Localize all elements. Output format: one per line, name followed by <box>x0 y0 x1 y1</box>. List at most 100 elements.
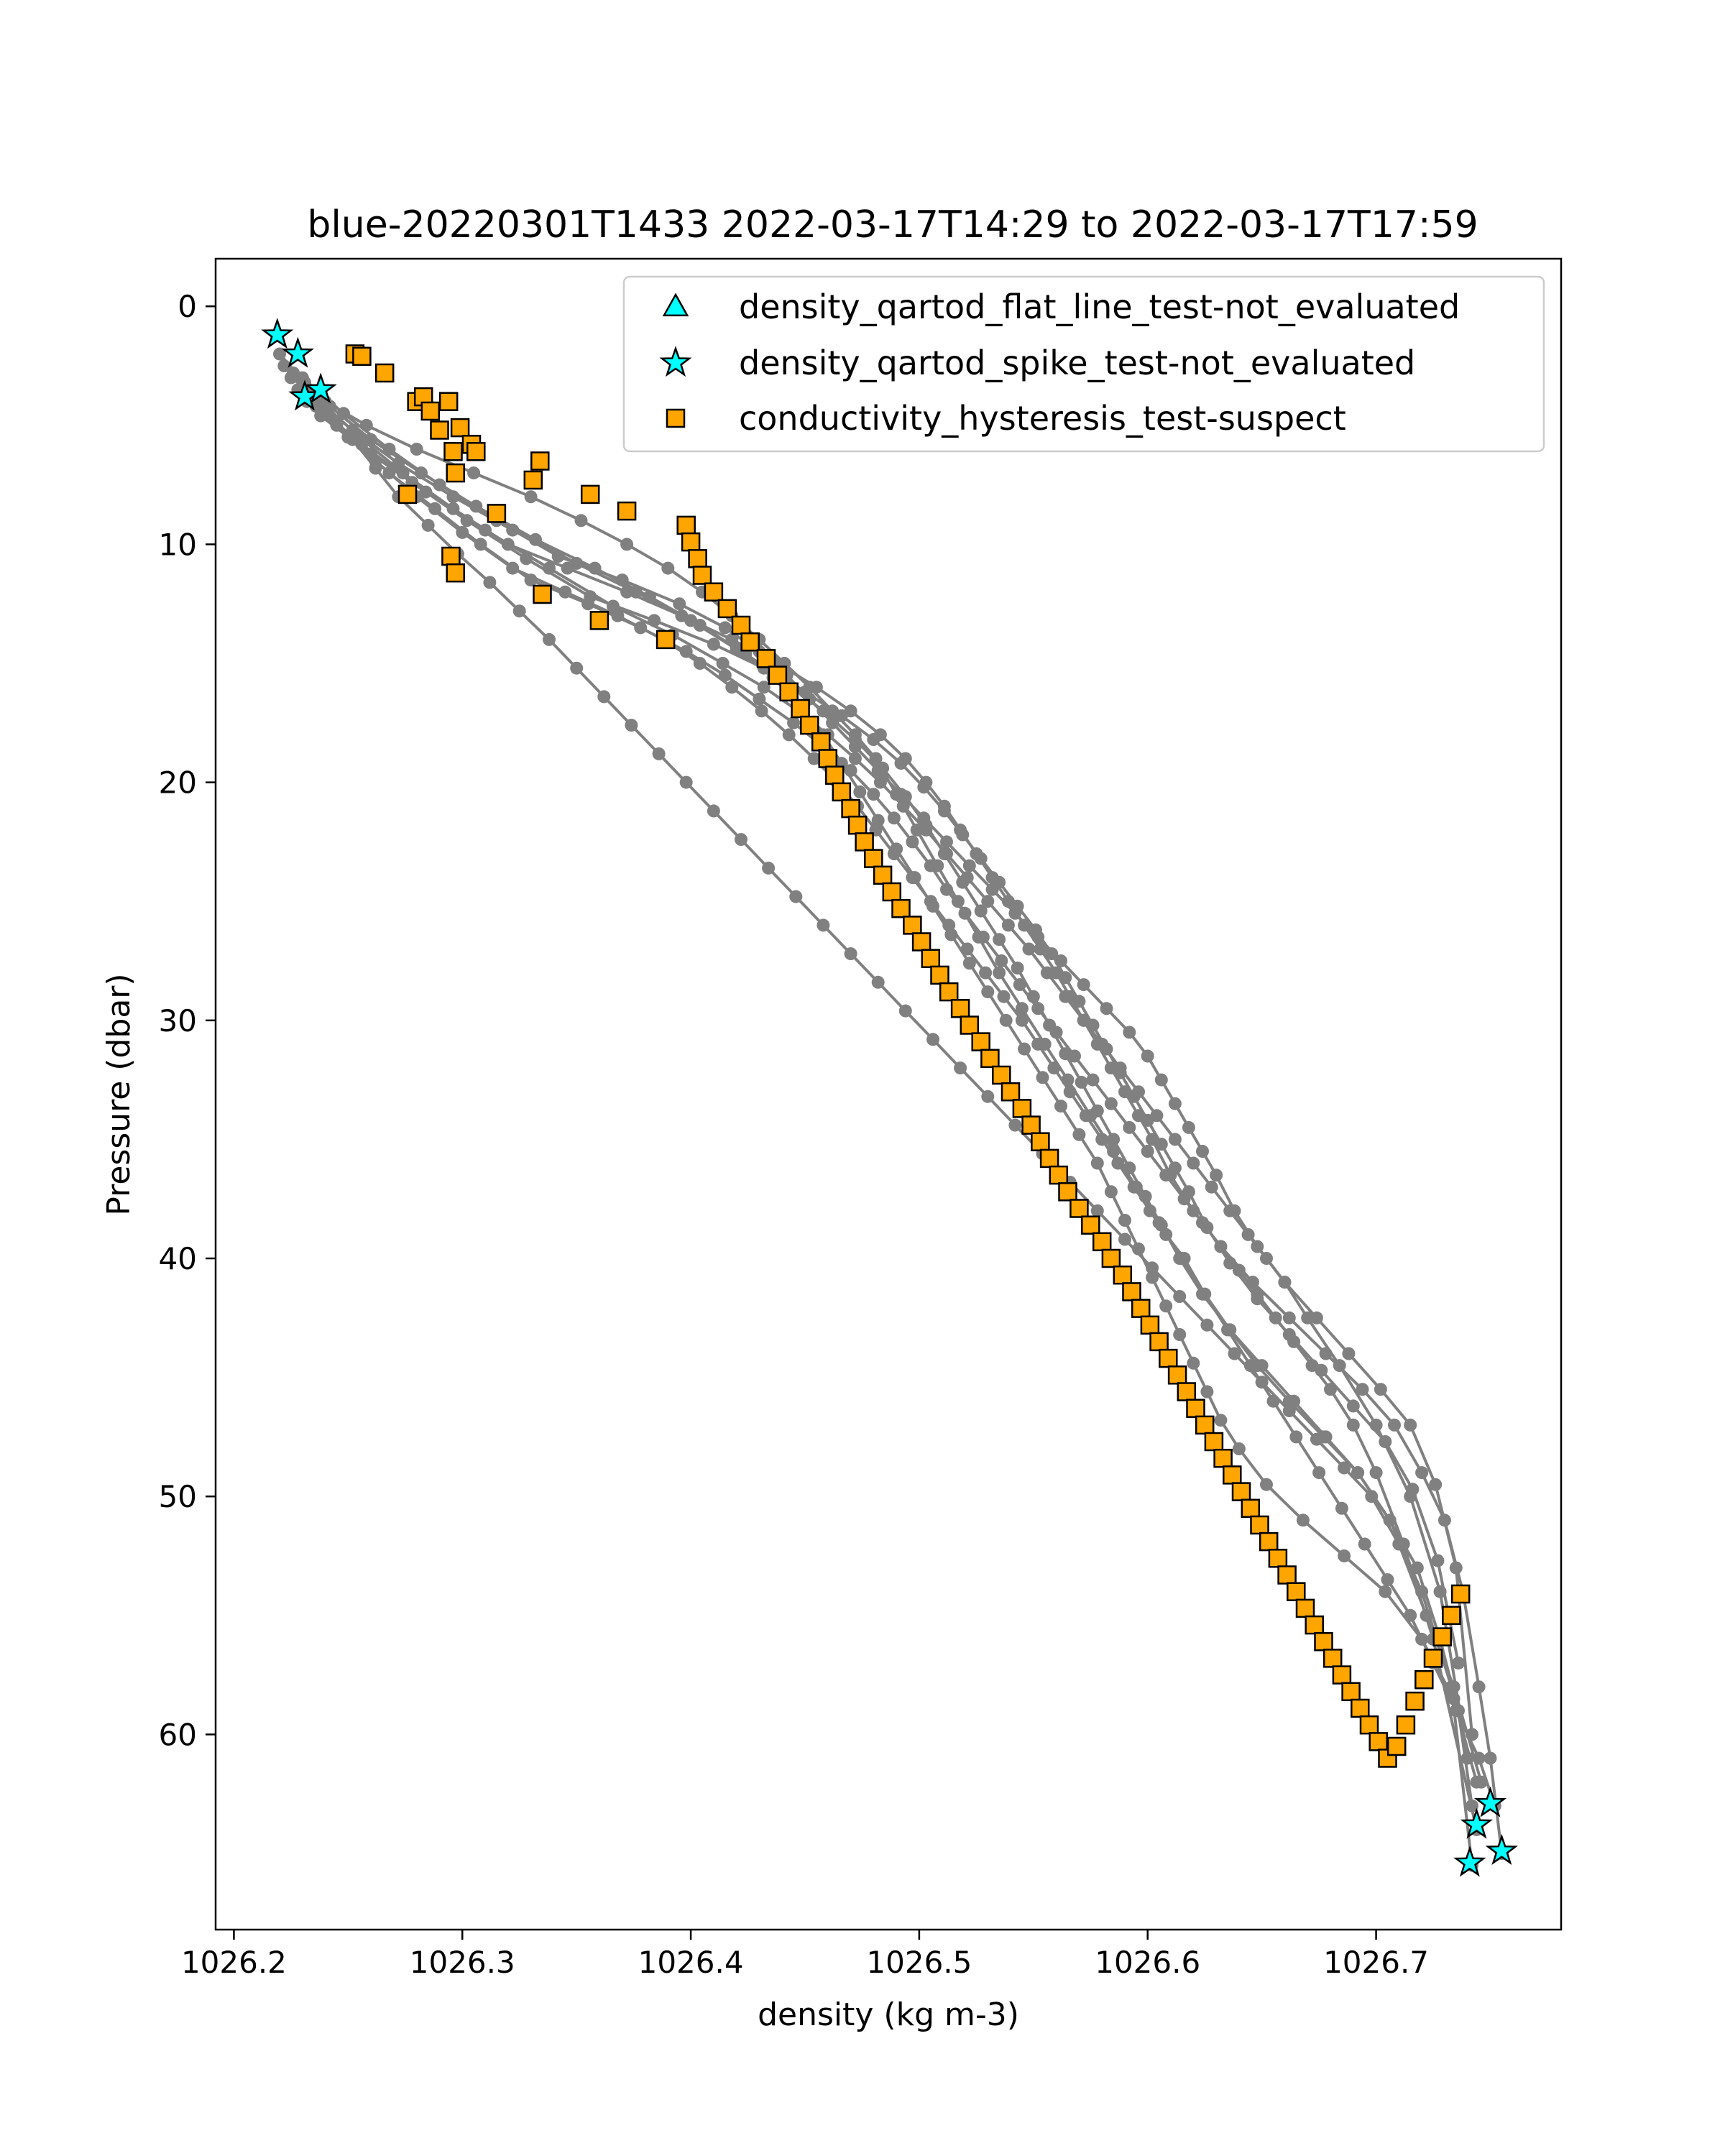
profile-point <box>1090 1156 1104 1170</box>
hysteresis-markers <box>345 344 1471 1768</box>
legend-star-icon <box>659 346 692 377</box>
profile-point <box>1431 1554 1445 1567</box>
hysteresis-marker <box>530 451 550 471</box>
profile-point <box>958 906 972 920</box>
profile-point <box>716 657 730 670</box>
legend-triangle-icon <box>662 292 689 317</box>
profile-point <box>1358 1537 1371 1551</box>
profile-point <box>1077 978 1090 992</box>
profile-point <box>1107 1133 1121 1146</box>
hysteresis-marker <box>374 363 395 383</box>
profile-point <box>924 859 937 872</box>
profile-point <box>1026 990 1040 1003</box>
profile-point <box>1090 1104 1104 1118</box>
profile-point <box>1228 1347 1241 1360</box>
profile-point <box>512 604 526 618</box>
hysteresis-marker <box>1101 1248 1121 1268</box>
profile-point <box>1223 1204 1237 1217</box>
x-tick-label: 1026.4 <box>638 1945 744 1980</box>
profile-point <box>1132 1242 1145 1256</box>
profile-point <box>1333 1359 1346 1373</box>
hysteresis-marker <box>692 566 712 585</box>
x-tick-label: 1026.6 <box>1095 1945 1200 1980</box>
hysteresis-marker <box>1039 1148 1059 1169</box>
profile-point <box>1104 1097 1118 1110</box>
profile-point <box>679 775 693 789</box>
hysteresis-marker <box>397 484 418 505</box>
profile-point <box>1118 1214 1131 1227</box>
profile-point <box>1289 1430 1303 1444</box>
profile-point <box>782 728 796 742</box>
profile-line-1 <box>290 376 1496 1807</box>
hysteresis-marker <box>1268 1549 1288 1568</box>
hysteresis-marker <box>818 749 838 768</box>
hysteresis-marker <box>939 982 959 1002</box>
hysteresis-marker <box>446 563 465 583</box>
spike-marker <box>1473 1786 1507 1818</box>
x-axis: 1026.2 1026.3 1026.4 1026.5 1026.6 1026.7 <box>181 1930 1429 1980</box>
hysteresis-marker <box>800 715 819 735</box>
profile-point <box>1210 1169 1223 1182</box>
profile-point <box>993 966 1006 980</box>
profile-point <box>1182 1120 1195 1134</box>
profile-point <box>1168 1161 1182 1175</box>
profile-point <box>1018 918 1031 932</box>
profile-point <box>762 861 776 875</box>
hysteresis-marker <box>1332 1665 1352 1685</box>
hysteresis-marker <box>911 932 932 952</box>
profile-point <box>1075 1075 1088 1089</box>
profile-point <box>1008 1118 1022 1132</box>
profile-point <box>1146 1271 1159 1284</box>
hysteresis-marker <box>533 584 552 604</box>
profile-point <box>853 785 867 798</box>
hysteresis-marker <box>1223 1465 1242 1485</box>
profile-point <box>693 619 707 632</box>
hysteresis-marker <box>1396 1715 1416 1735</box>
spike-marker <box>1485 1833 1518 1865</box>
profile-point <box>309 400 323 413</box>
profile-point <box>1011 962 1024 975</box>
profile-point <box>887 811 901 825</box>
profile-point <box>323 400 336 413</box>
hysteresis-marker <box>1405 1691 1425 1711</box>
profile-point <box>1260 1478 1273 1491</box>
hysteresis-marker <box>1012 1099 1032 1118</box>
profile-point <box>834 709 848 722</box>
profile-point <box>867 788 880 801</box>
profile-point <box>1315 1363 1328 1377</box>
profile-point <box>906 835 919 849</box>
profile-point <box>1034 942 1047 956</box>
profile-point <box>679 645 693 658</box>
profile-point <box>479 523 492 537</box>
plot-area <box>214 257 1563 1931</box>
profile-point <box>960 871 974 885</box>
profile-point <box>1214 1414 1228 1427</box>
profile-point <box>597 690 611 704</box>
profile-point <box>1404 1490 1417 1503</box>
hysteresis-marker <box>950 999 970 1018</box>
profile-point <box>919 823 933 837</box>
profile-point <box>1266 1394 1280 1408</box>
profile-point <box>1015 1013 1029 1027</box>
hysteresis-marker <box>1213 1448 1233 1468</box>
profile-point <box>848 752 862 765</box>
profile-point <box>1123 1161 1136 1175</box>
x-axis-label: density (kg m-3) <box>758 1996 1019 2033</box>
profile-point <box>956 828 970 842</box>
profile-point <box>1168 1133 1182 1146</box>
profile-point <box>995 954 1008 967</box>
profile-point <box>1232 1263 1246 1277</box>
profile-point <box>1141 1145 1154 1158</box>
profile-point <box>1466 1799 1478 1812</box>
chart-title: blue-20220301T1433 2022-03-17T14:29 to 2… <box>307 203 1478 247</box>
profile-point <box>1013 978 1026 992</box>
hysteresis-marker <box>811 732 831 752</box>
profile-point <box>1182 1185 1195 1199</box>
profile-point <box>1059 1047 1072 1061</box>
profile-point <box>355 438 369 451</box>
profile-point <box>1484 1751 1497 1765</box>
spike-marker <box>1453 1846 1486 1877</box>
profile-point <box>1251 1292 1264 1306</box>
profile-point <box>1123 1026 1136 1039</box>
hysteresis-marker <box>1277 1565 1297 1585</box>
